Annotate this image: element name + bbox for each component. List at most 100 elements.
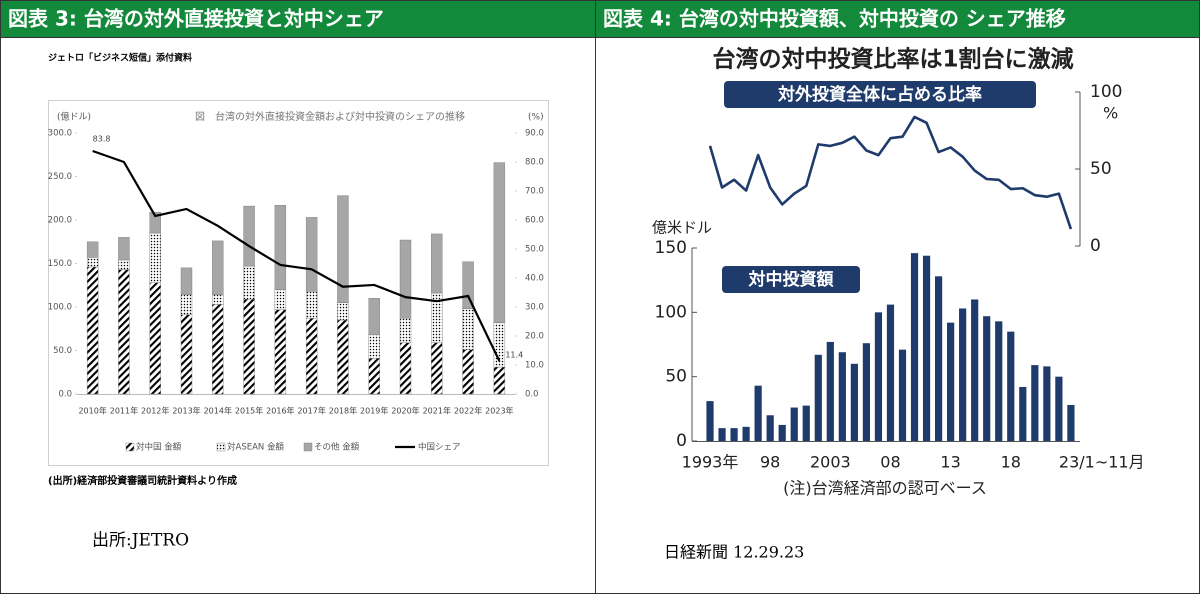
x-tick-label: 18 xyxy=(1001,453,1021,472)
y-tick-label: 0 xyxy=(676,431,687,451)
bar xyxy=(862,343,871,441)
bar xyxy=(959,308,967,441)
bar-segment xyxy=(399,239,412,319)
x-tick-label: 2018年 xyxy=(329,406,357,416)
x-tick-label: 2020年 xyxy=(391,406,419,416)
bar xyxy=(910,253,919,441)
y-tick-label: 200.0 xyxy=(48,216,72,226)
bar xyxy=(1007,331,1015,441)
series-label-box xyxy=(722,266,860,293)
bar-segment xyxy=(86,241,99,258)
bar xyxy=(742,426,750,441)
bar xyxy=(1067,404,1075,441)
bar-segment xyxy=(180,267,193,296)
x-tick-label: 2017年 xyxy=(297,406,325,416)
panel-header: 図表 4: 台湾の対中投資額、対中投資の シェア推移 xyxy=(603,7,1066,31)
bar-segment xyxy=(337,302,349,321)
y2-tick-label: 70.0 xyxy=(525,187,544,197)
bar xyxy=(778,424,786,441)
x-tick-label: 13 xyxy=(940,453,960,472)
note: ジェトロ「ビジネス短信」添付資料 xyxy=(48,52,192,64)
legend-swatch xyxy=(303,442,313,452)
bar xyxy=(995,321,1003,441)
bar xyxy=(814,354,822,441)
bar-segment xyxy=(118,269,130,395)
bar-segment xyxy=(274,205,287,290)
bar-segment xyxy=(86,257,99,268)
bar-segment xyxy=(431,342,443,395)
y-tick-label: 100.0 xyxy=(48,303,72,313)
legend-label: 対中国 金額 xyxy=(136,442,182,453)
y-tick-label: 250.0 xyxy=(48,172,72,182)
bar xyxy=(1055,376,1063,441)
y-tick-label: 50 xyxy=(665,367,687,387)
legend-label: 中国シェア xyxy=(418,442,461,453)
bar-segment xyxy=(431,233,443,294)
bar xyxy=(754,385,762,441)
bar-segment xyxy=(86,266,99,395)
legend-swatch xyxy=(216,442,226,452)
y2-tick-label: 30.0 xyxy=(525,303,544,313)
bar xyxy=(718,428,726,441)
bar-segment xyxy=(493,366,506,395)
bar xyxy=(947,322,955,441)
x-tick-label: 2014年 xyxy=(204,406,232,416)
bar-segment xyxy=(462,349,474,395)
y2-tick-label: 10.0 xyxy=(525,361,544,371)
bar-segment xyxy=(180,314,193,395)
y2-tick-label: 50 xyxy=(1090,159,1112,179)
bar-segment xyxy=(305,291,318,319)
x-tick-label: 2010年 xyxy=(78,406,106,416)
panel-header-bg xyxy=(596,1,1199,37)
bar-segment xyxy=(212,240,224,296)
x-tick-label: 2016年 xyxy=(266,406,294,416)
bar-segment xyxy=(243,298,255,395)
bar xyxy=(874,312,883,441)
y2-tick-label: 100 xyxy=(1090,82,1122,102)
bar xyxy=(934,276,943,441)
bar-segment xyxy=(274,309,287,395)
bar xyxy=(1019,386,1027,441)
chart-title: 台湾の対中投資比率は1割台に激減 xyxy=(712,46,1073,73)
y-tick-label: 150 xyxy=(655,238,687,258)
bar xyxy=(766,415,774,441)
data-label: 11.4 xyxy=(505,350,523,359)
y2-tick-label: 80.0 xyxy=(525,158,544,168)
legend-swatch xyxy=(125,442,135,452)
bar-segment xyxy=(305,318,318,395)
bar-segment xyxy=(243,205,255,267)
x-tick-label: 2003 xyxy=(810,453,851,472)
x-tick-label: 2012年 xyxy=(141,406,169,416)
bar-segment xyxy=(337,319,349,395)
x-tick-label: 2021年 xyxy=(423,406,451,416)
bar-segment xyxy=(274,289,287,310)
note: (注)台湾経済部の認可ベース xyxy=(783,479,987,498)
share-line xyxy=(92,149,501,362)
y-tick-label: 50.0 xyxy=(53,346,72,356)
y-tick-label: 0.0 xyxy=(58,390,72,400)
bar-segment xyxy=(149,211,161,234)
bar-segment xyxy=(212,294,224,305)
x-tick-label: 2011年 xyxy=(110,406,138,416)
bar-segment xyxy=(243,265,255,300)
y2-axis-label: (%) xyxy=(528,113,544,123)
series-label-box xyxy=(724,81,1036,108)
bar-segment xyxy=(399,318,412,343)
legend-label: その他 金額 xyxy=(314,442,360,453)
bar-segment xyxy=(118,237,130,261)
panel-source: 日経新聞 12.29.23 xyxy=(664,543,804,562)
bar-segment xyxy=(368,334,380,359)
x-tick-label: 2023年 xyxy=(485,406,513,416)
bar-segment xyxy=(399,342,412,395)
y-tick-label: 100 xyxy=(655,302,687,322)
bar-segment xyxy=(462,308,474,350)
y-tick-label: 150.0 xyxy=(48,259,72,269)
x-tick-label: 2015年 xyxy=(235,406,263,416)
panel-header-bg xyxy=(1,1,595,37)
bar xyxy=(971,299,979,441)
series-label: 対中投資額 xyxy=(748,269,835,290)
bar xyxy=(850,363,858,441)
x-tick-label: 23/1~11月 xyxy=(1059,453,1145,472)
